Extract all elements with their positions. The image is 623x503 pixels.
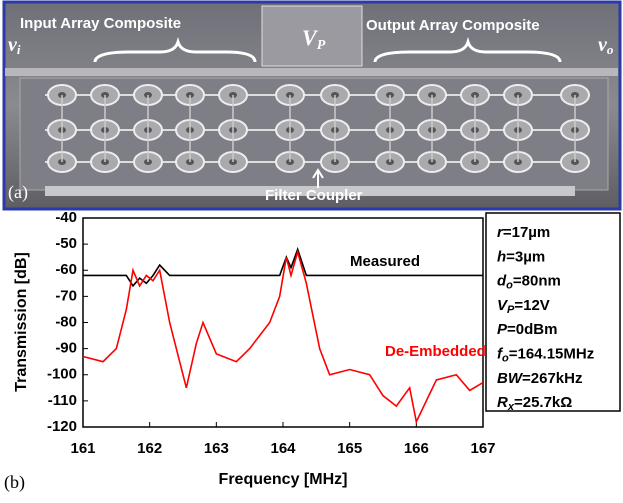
subscript: P	[507, 304, 515, 316]
parameter: BW=267kHz	[497, 370, 582, 387]
resonator-array	[45, 84, 590, 173]
x-tick-label: 166	[404, 440, 429, 457]
subscript: x	[507, 401, 515, 413]
parameter: Rx=25.7kΩ	[497, 394, 572, 413]
x-tick-label: 162	[137, 440, 162, 457]
x-tick-label: 165	[337, 440, 362, 457]
parameter: r=17µm	[497, 224, 550, 241]
plot-frame	[82, 217, 484, 428]
value: =164.15MHz	[509, 345, 594, 362]
y-tick-label: -70	[55, 287, 77, 304]
y-tick-label: -80	[55, 313, 77, 330]
x-tick-label: 161	[70, 440, 95, 457]
input-label: Input Array Composite	[20, 15, 181, 32]
subscript: o	[607, 42, 614, 57]
symbol: R	[497, 394, 508, 411]
value: =17µm	[503, 224, 550, 241]
y-tick-label: -90	[55, 340, 77, 357]
parameter: P=0dBm	[497, 321, 557, 338]
panel-label: (b)	[4, 472, 25, 493]
series-label: Measured	[350, 253, 420, 270]
symbol: f	[497, 345, 504, 362]
value: =3µm	[506, 248, 545, 265]
vi-label: vi	[8, 34, 21, 57]
symbol: r	[497, 224, 504, 241]
line	[82, 248, 484, 425]
vp-label: VP	[302, 25, 326, 53]
value: =25.7kΩ	[514, 394, 572, 411]
brace	[93, 36, 257, 63]
plot: 161 162 163 164 165 166 167 -40 -50 -60 -70 -80 -90 -…	[47, 209, 496, 457]
subscript: o	[502, 352, 509, 364]
y-tick-label: -50	[55, 235, 77, 252]
y-axis-label: Transmission [dB]	[13, 252, 30, 392]
output-label: Output Array Composite	[366, 17, 540, 34]
symbol: BW	[497, 370, 524, 387]
symbol: d	[497, 273, 507, 290]
y-tick-label: -110	[48, 392, 77, 409]
parameter: h=3µm	[497, 248, 545, 265]
symbol: V	[302, 25, 319, 50]
vo-label: vo	[598, 34, 614, 57]
value: =80nm	[513, 273, 561, 290]
x-tick-label: 164	[270, 440, 296, 457]
coupler-label: Filter Coupler	[265, 187, 363, 204]
y-tick-label: -100	[47, 366, 77, 383]
symbol: v	[598, 34, 608, 56]
subscript: o	[506, 280, 513, 292]
vp-pad	[261, 5, 363, 67]
x-tick-label: 163	[204, 440, 229, 457]
coupler-bar	[45, 186, 575, 196]
symbol: h	[497, 248, 506, 265]
parameter: VP=12V	[497, 297, 550, 316]
y-tick-label: -40	[55, 209, 77, 226]
parameter-box	[485, 212, 621, 412]
subscript: i	[17, 42, 21, 57]
x-axis-label: Frequency [MHz]	[219, 471, 348, 488]
electrode	[5, 68, 618, 76]
panel-label: (a)	[8, 182, 28, 203]
symbol: v	[8, 34, 18, 56]
series-label: De-Embedded	[385, 343, 486, 360]
symbol: V	[497, 297, 509, 314]
value: =0dBm	[507, 321, 557, 338]
subscript: P	[317, 38, 326, 53]
value: =267kHz	[522, 370, 582, 387]
y-tick-label: -60	[55, 261, 77, 278]
parameter: fo=164.15MHz	[497, 345, 594, 364]
line	[83, 246, 483, 288]
value: =12V	[514, 297, 549, 314]
y-tick-label: -120	[47, 418, 77, 435]
symbol: P	[497, 321, 508, 338]
brace	[373, 36, 562, 63]
x-tick-label: 167	[470, 440, 495, 457]
parameter: do=80nm	[497, 273, 561, 292]
arrow	[312, 168, 324, 188]
